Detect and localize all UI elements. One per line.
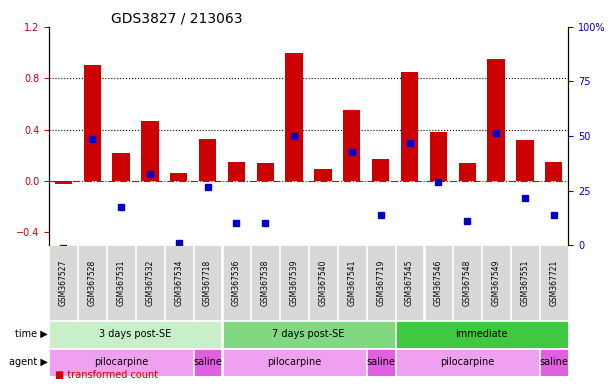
Text: saline: saline: [540, 357, 568, 367]
Bar: [459, 163, 476, 181]
Bar: [372, 159, 389, 181]
FancyBboxPatch shape: [396, 349, 539, 376]
FancyBboxPatch shape: [367, 349, 395, 376]
FancyBboxPatch shape: [78, 245, 106, 320]
FancyBboxPatch shape: [222, 321, 395, 348]
Text: ■ transformed count: ■ transformed count: [55, 370, 158, 380]
Bar: [488, 59, 505, 181]
FancyBboxPatch shape: [107, 245, 135, 320]
FancyBboxPatch shape: [222, 349, 365, 376]
Text: GSM367546: GSM367546: [434, 260, 443, 306]
Text: agent ▶: agent ▶: [9, 357, 48, 367]
Text: GSM367551: GSM367551: [521, 260, 530, 306]
Text: GSM367534: GSM367534: [174, 260, 183, 306]
Bar: [430, 132, 447, 181]
FancyBboxPatch shape: [396, 321, 568, 348]
Bar: [141, 121, 158, 181]
Text: immediate: immediate: [455, 329, 508, 339]
Text: 7 days post-SE: 7 days post-SE: [273, 329, 345, 339]
FancyBboxPatch shape: [49, 349, 192, 376]
FancyBboxPatch shape: [511, 245, 539, 320]
Bar: [199, 139, 216, 181]
Text: GSM367540: GSM367540: [318, 260, 327, 306]
Text: saline: saline: [193, 357, 222, 367]
Bar: [285, 53, 303, 181]
Bar: [314, 169, 332, 181]
Text: 3 days post-SE: 3 days post-SE: [100, 329, 172, 339]
Text: saline: saline: [366, 357, 395, 367]
FancyBboxPatch shape: [540, 349, 568, 376]
Text: GSM367719: GSM367719: [376, 260, 385, 306]
Text: pilocarpine: pilocarpine: [94, 357, 148, 367]
FancyBboxPatch shape: [165, 245, 192, 320]
FancyBboxPatch shape: [367, 245, 395, 320]
Bar: [545, 162, 563, 181]
Text: GSM367541: GSM367541: [347, 260, 356, 306]
FancyBboxPatch shape: [49, 245, 77, 320]
FancyBboxPatch shape: [540, 245, 568, 320]
Text: time ▶: time ▶: [15, 329, 48, 339]
Bar: [170, 173, 188, 181]
FancyBboxPatch shape: [280, 245, 308, 320]
FancyBboxPatch shape: [136, 245, 164, 320]
Text: GSM367536: GSM367536: [232, 260, 241, 306]
Text: GSM367528: GSM367528: [87, 260, 97, 306]
Text: GSM367545: GSM367545: [405, 260, 414, 306]
Text: GSM367718: GSM367718: [203, 260, 212, 306]
FancyBboxPatch shape: [252, 245, 279, 320]
Text: GSM367539: GSM367539: [290, 260, 299, 306]
FancyBboxPatch shape: [338, 245, 365, 320]
Text: GSM367527: GSM367527: [59, 260, 68, 306]
FancyBboxPatch shape: [49, 321, 221, 348]
Text: GSM367532: GSM367532: [145, 260, 155, 306]
Bar: [84, 65, 101, 181]
Text: pilocarpine: pilocarpine: [267, 357, 321, 367]
Text: GSM367549: GSM367549: [492, 260, 500, 306]
FancyBboxPatch shape: [482, 245, 510, 320]
FancyBboxPatch shape: [425, 245, 452, 320]
Bar: [112, 153, 130, 181]
Bar: [343, 110, 360, 181]
Text: GSM367548: GSM367548: [463, 260, 472, 306]
Text: GSM367531: GSM367531: [117, 260, 125, 306]
Bar: [257, 163, 274, 181]
FancyBboxPatch shape: [194, 349, 221, 376]
FancyBboxPatch shape: [453, 245, 481, 320]
Bar: [516, 140, 533, 181]
Bar: [228, 162, 245, 181]
FancyBboxPatch shape: [396, 245, 423, 320]
Bar: [54, 181, 72, 184]
Text: GSM367721: GSM367721: [549, 260, 558, 306]
Text: GSM367538: GSM367538: [261, 260, 270, 306]
Text: pilocarpine: pilocarpine: [440, 357, 494, 367]
FancyBboxPatch shape: [309, 245, 337, 320]
FancyBboxPatch shape: [222, 245, 251, 320]
FancyBboxPatch shape: [194, 245, 221, 320]
Bar: [401, 72, 418, 181]
Text: GDS3827 / 213063: GDS3827 / 213063: [111, 12, 243, 26]
